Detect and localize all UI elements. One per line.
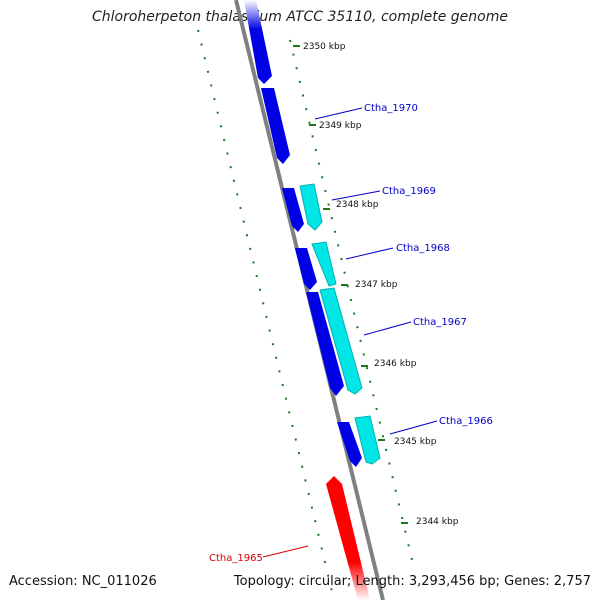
tick-label: 2345 kbp xyxy=(394,437,437,447)
gene-label[interactable]: Ctha_1970 xyxy=(364,103,418,114)
gene-arrow-cds[interactable] xyxy=(295,248,317,290)
gene-label[interactable]: Ctha_1965 xyxy=(209,553,263,564)
gene-arrow-cds-reverse[interactable] xyxy=(326,476,370,600)
gene-label[interactable]: Ctha_1967 xyxy=(413,317,467,328)
gene-label[interactable]: Ctha_1969 xyxy=(382,186,436,197)
gene-arrow-cds[interactable] xyxy=(337,422,362,467)
map-title: Chloroherpeton thalassium ATCC 35110, co… xyxy=(92,9,508,25)
tick-label: 2349 kbp xyxy=(319,121,362,131)
reverse-cds-track xyxy=(326,476,370,600)
gene-arrow-rna[interactable] xyxy=(311,241,337,287)
gene-arrow-rna[interactable] xyxy=(319,287,363,395)
gene-arrow-cds[interactable] xyxy=(282,188,304,232)
gene-arrow-cds[interactable] xyxy=(244,0,272,84)
gene-arrow-rna[interactable] xyxy=(299,183,323,231)
outer-tick-track xyxy=(289,39,413,561)
gene-arrow-cds[interactable] xyxy=(261,88,290,164)
gene-label[interactable]: Ctha_1966 xyxy=(439,416,493,427)
tick-label: 2346 kbp xyxy=(374,359,417,369)
gene-arrow-cds[interactable] xyxy=(306,292,344,396)
gene-label[interactable]: Ctha_1968 xyxy=(396,243,450,254)
tick-label: 2348 kbp xyxy=(336,200,379,210)
tick-label: 2344 kbp xyxy=(416,517,459,527)
tick-label: 2350 kbp xyxy=(303,42,346,52)
gene-arrow-rna[interactable] xyxy=(354,415,381,465)
gene-labels: Ctha_1970 Ctha_1969 Ctha_1968 Ctha_1967 … xyxy=(209,103,493,564)
forward-cds-track xyxy=(244,0,362,467)
genome-summary-text: Topology: circular; Length: 3,293,456 bp… xyxy=(233,574,591,589)
tick-label: 2347 kbp xyxy=(355,280,398,290)
accession-text: Accession: NC_011026 xyxy=(9,574,157,589)
rna-track xyxy=(299,183,381,465)
kbp-ticks: 2350 kbp 2349 kbp 2348 kbp 2347 kbp 2346… xyxy=(293,42,459,527)
